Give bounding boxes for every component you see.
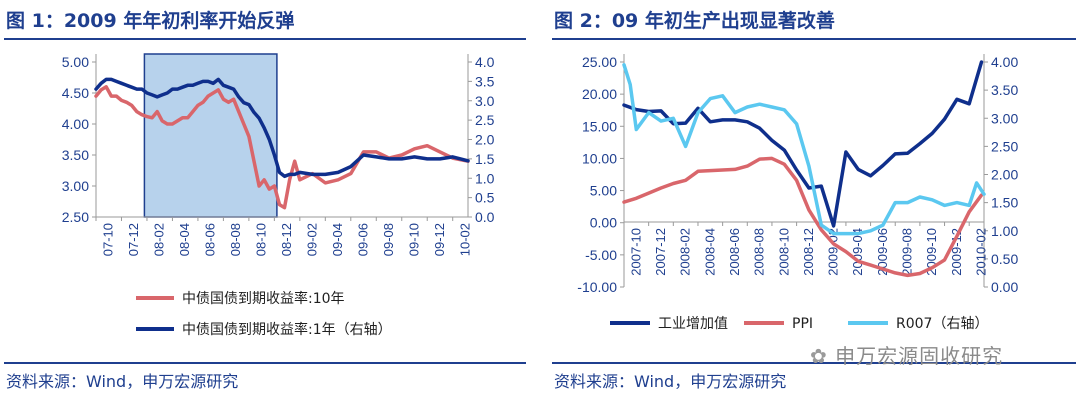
right-y-tick-label: 1.50 [991, 195, 1018, 211]
series-line-1 [622, 60, 984, 228]
right-y-tick-label: 3.00 [991, 110, 1018, 126]
right-y-tick-label: 0.0 [475, 209, 495, 225]
figure-1-title: 图 1：2009 年年初利率开始反弹 [6, 10, 295, 32]
x-tick-label: 2008-08 [752, 228, 767, 276]
x-tick-label: 2009-12 [949, 228, 964, 276]
right-y-tick-label: 4.0 [475, 54, 495, 70]
legend-label-2: PPI [792, 316, 813, 332]
legend-label-1: 中债国债到期收益率:10年 [182, 290, 345, 307]
x-tick-label: 2008-02 [678, 228, 693, 276]
series-line-2 [94, 77, 470, 179]
figure-2-bottom-rule [552, 362, 1076, 364]
figure-2-source: 资料来源：Wind，申万宏源研究 [554, 372, 787, 391]
left-y-tick-label: 5.00 [62, 54, 89, 70]
right-y-tick-label: 3.5 [475, 73, 495, 89]
figure-1-bottom-rule [4, 362, 526, 364]
legend-label-2: 中债国债到期收益率:1年（右轴） [182, 321, 392, 338]
x-tick-label: 2010-02 [974, 228, 989, 276]
x-tick-label: 08-04 [177, 223, 192, 256]
right-y-tick-label: 1.00 [991, 223, 1018, 239]
left-y-tick-label: 25.00 [582, 54, 617, 70]
right-y-tick-label: 3.50 [991, 82, 1018, 98]
left-y-tick-label: 2.50 [62, 209, 89, 225]
x-tick-label: 2008-12 [801, 228, 816, 276]
series-line-1 [94, 85, 470, 210]
left-y-tick-label: -10.00 [577, 279, 617, 295]
right-y-tick-label: 0.5 [475, 190, 495, 206]
x-tick-label: 08-06 [203, 223, 218, 256]
right-y-tick-label: 0.50 [991, 251, 1018, 267]
left-y-tick-label: 15.00 [582, 118, 617, 134]
legend-label-1: 工业增加值 [658, 316, 728, 332]
left-y-tick-label: 0.00 [590, 215, 617, 231]
legend-label-3: R007（右轴） [896, 316, 988, 332]
series-line-2 [622, 156, 984, 278]
right-y-tick-label: 1.5 [475, 151, 495, 167]
x-tick-label: 2007-10 [628, 228, 643, 276]
right-y-tick-label: 2.5 [475, 112, 495, 128]
right-y-tick-label: 2.00 [991, 167, 1018, 183]
figure-1-panel: 图 1：2009 年年初利率开始反弹 5.00 4.50 4.00 3.50 3.00 2… [0, 0, 530, 402]
x-tick-label: 2008-10 [776, 228, 791, 276]
right-y-tick-label: 2.0 [475, 132, 495, 148]
x-tick-label: 09-06 [356, 223, 371, 256]
x-tick-label: 09-08 [381, 223, 396, 256]
figure-1-top-rule [4, 38, 526, 40]
wechat-watermark: ✿ 申万宏源固收研究 [810, 340, 1003, 369]
x-tick-label: 08-10 [254, 223, 269, 256]
x-tick-label: 2008-06 [727, 228, 742, 276]
figure-2-chart: 25.00 20.00 15.00 10.00 5.00 0.00 -5.00 -10.00 4… [577, 54, 1018, 332]
x-tick-label: 2009-06 [875, 228, 890, 276]
figure-2-title: 图 2：09 年初生产出现显著改善 [554, 10, 835, 32]
figure-1-source: 资料来源：Wind，申万宏源研究 [6, 372, 239, 391]
x-tick-label: 08-08 [228, 223, 243, 256]
x-tick-label: 09-04 [330, 223, 345, 256]
right-y-tick-label: 2.50 [991, 138, 1018, 154]
left-y-tick-label: 20.00 [582, 86, 617, 102]
left-y-tick-label: -5.00 [585, 247, 617, 263]
figure-2-panel: 图 2：09 年初生产出现显著改善 25.00 20.00 15.00 10.00 5.… [548, 0, 1080, 402]
right-y-tick-label: 1.0 [475, 170, 495, 186]
x-tick-label: 09-12 [432, 223, 447, 256]
x-tick-label: 09-02 [305, 223, 320, 256]
x-tick-label: 08-02 [152, 223, 167, 256]
x-tick-label: 09-10 [406, 223, 421, 256]
right-y-tick-label: 3.0 [475, 93, 495, 109]
left-y-tick-label: 5.00 [590, 183, 617, 199]
figure-2-top-rule [552, 38, 1076, 40]
x-tick-label: 10-02 [457, 223, 472, 256]
x-tick-label: 07-12 [126, 223, 141, 256]
left-y-tick-label: 3.50 [62, 147, 89, 163]
right-y-tick-label: 4.00 [991, 54, 1018, 70]
watermark-text: 申万宏源固收研究 [835, 344, 1004, 368]
wechat-icon: ✿ [810, 344, 836, 368]
x-tick-label: 2009-08 [900, 228, 915, 276]
series-line-3 [622, 63, 986, 236]
left-y-tick-label: 10.00 [582, 150, 617, 166]
left-y-tick-label: 4.00 [62, 116, 89, 132]
figure-1-chart: 5.00 4.50 4.00 3.50 3.00 2.50 4.0 3.5 3.0 2.5 2.0 1… [62, 53, 495, 338]
highlight-region [143, 53, 278, 218]
x-tick-label: 2008-04 [702, 228, 717, 276]
left-y-tick-label: 4.50 [62, 85, 89, 101]
right-y-tick-label: 0.00 [991, 279, 1018, 295]
x-tick-label: 2007-12 [653, 228, 668, 276]
x-tick-label: 08-12 [279, 223, 294, 256]
left-y-tick-label: 3.00 [62, 178, 89, 194]
x-tick-label: 07-10 [101, 223, 116, 256]
